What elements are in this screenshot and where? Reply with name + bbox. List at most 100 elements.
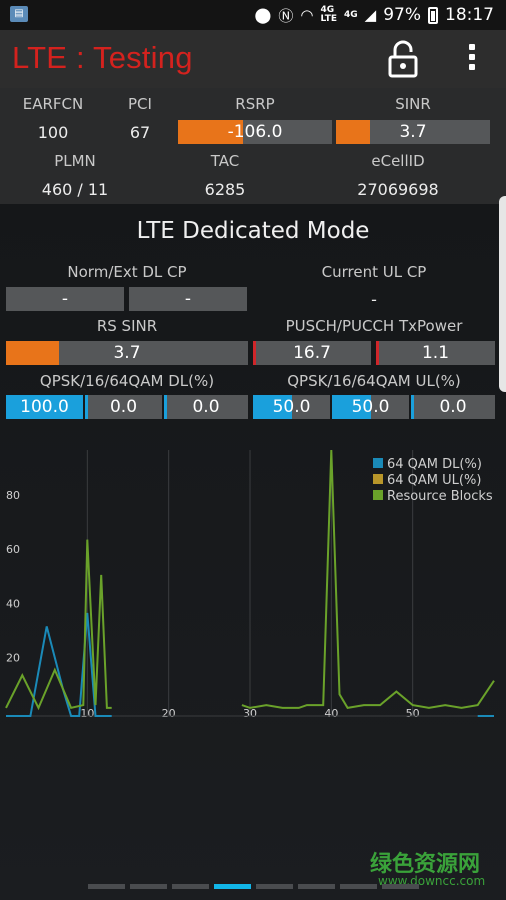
pusch-value: 16.7 — [293, 343, 331, 363]
menu-dot-icon — [469, 64, 475, 70]
edge-panel-handle[interactable] — [499, 196, 506, 392]
tac-label: TAC — [210, 152, 240, 170]
series-line-2 — [241, 449, 495, 710]
status-bar: ▤ ⬤ Ⓝ ◠ 4G LTE 4G ◢ 97% 18:17 — [0, 0, 506, 30]
qam-dl-label: QPSK/16/64QAM DL(%) — [39, 372, 215, 390]
plmn-label: PLMN — [54, 152, 96, 170]
page-dot[interactable] — [214, 884, 251, 889]
overflow-menu-button[interactable] — [462, 44, 482, 74]
page-dot[interactable] — [130, 884, 167, 889]
battery-icon — [428, 6, 438, 24]
dl-cp-value-b: - — [184, 289, 192, 309]
ecellid-value: 27069698 — [357, 180, 439, 199]
dl-cp-label: Norm/Ext DL CP — [67, 263, 187, 281]
page-dot[interactable] — [172, 884, 209, 889]
menu-dot-icon — [469, 54, 475, 60]
x-tick-label: 20 — [162, 707, 176, 720]
qpsk-dl-bar: 100.0 — [6, 395, 83, 419]
rs-sinr-value: 3.7 — [113, 343, 141, 363]
qam64-ul-fill — [411, 395, 414, 419]
sinr-label: SINR — [395, 95, 431, 113]
rs-sinr-label: RS SINR — [96, 317, 158, 335]
mode-title: LTE Dedicated Mode — [136, 218, 370, 244]
x-tick-label: 30 — [243, 707, 257, 720]
rsrp-bar-fill — [178, 120, 243, 144]
y-tick-label: 20 — [6, 652, 20, 665]
status-icons: ⬤ Ⓝ ◠ 4G LTE 4G ◢ 97% 18:17 — [255, 4, 494, 26]
rsrp-label: RSRP — [235, 95, 275, 113]
wifi-icon: ◠ — [300, 6, 314, 24]
ul-cp-value: - — [371, 290, 377, 309]
txpower-label: PUSCH/PUCCH TxPower — [285, 317, 463, 335]
pusch-bar-marker — [253, 341, 256, 365]
page-dot[interactable] — [256, 884, 293, 889]
series-line-0 — [6, 612, 112, 717]
x-tick-label: 50 — [406, 707, 420, 720]
qam16-dl-bar: 0.0 — [85, 395, 162, 419]
legend-entry: 64 QAM DL(%) — [387, 457, 482, 472]
x-tick-label: 10 — [80, 707, 94, 720]
dl-cp-bar-b: - — [129, 287, 247, 311]
qpsk-ul-value: 50.0 — [272, 397, 311, 417]
qam64-dl-fill — [164, 395, 167, 419]
rs-sinr-bar-fill — [6, 341, 60, 365]
qam16-dl-value: 0.0 — [109, 397, 138, 417]
clock: 18:17 — [445, 5, 494, 25]
qpsk-ul-bar: 50.0 — [253, 395, 330, 419]
series-line-2 — [5, 539, 112, 711]
rsrp-value: -106.0 — [227, 122, 283, 142]
qpsk-dl-fill — [6, 395, 83, 419]
qam64-ul-value: 0.0 — [439, 397, 467, 417]
rsrp-bar: -106.0 — [178, 120, 332, 144]
qpsk-dl-value: 100.0 — [20, 397, 69, 417]
menu-dot-icon — [469, 44, 475, 50]
page-dot[interactable] — [298, 884, 335, 889]
cell-info-panel — [0, 88, 506, 204]
x-tick-label: 40 — [324, 707, 338, 720]
legend-entry: Resource Blocks — [387, 489, 493, 504]
y-tick-label: 40 — [6, 597, 20, 610]
qam16-dl-fill — [85, 395, 88, 419]
battery-percent: 97% — [383, 5, 421, 25]
dl-cp-bar-a: - — [6, 287, 124, 311]
unlock-button[interactable] — [386, 40, 420, 78]
earfcn-value: 100 — [37, 123, 69, 142]
dl-cp-value-a: - — [61, 289, 69, 309]
legend-swatch — [373, 458, 383, 468]
network-type: 4G LTE — [320, 5, 337, 24]
qam16-ul-bar: 50.0 — [332, 395, 409, 419]
pci-label: PCI — [128, 95, 152, 113]
qam64-dl-value: 0.0 — [192, 397, 220, 417]
sinr-value: 3.7 — [399, 122, 427, 142]
page-dot[interactable] — [340, 884, 377, 889]
tac-value: 6285 — [204, 180, 246, 199]
network-4g-label: 4G — [344, 9, 358, 20]
page-dot[interactable] — [88, 884, 125, 889]
legend-swatch — [373, 490, 383, 500]
nfc-icon: Ⓝ — [278, 6, 294, 25]
y-tick-label: 60 — [6, 543, 20, 556]
qam16-ul-value: 50.0 — [351, 397, 390, 417]
sinr-bar-fill — [336, 120, 370, 144]
dedicated-mode-panel — [0, 204, 506, 900]
earfcn-label: EARFCN — [22, 95, 84, 113]
rs-sinr-bar: 3.7 — [6, 341, 248, 365]
pucch-bar: 1.1 — [376, 341, 495, 365]
app-notification-icon: ▤ — [10, 6, 28, 22]
qpsk-ul-fill — [253, 395, 292, 419]
page-dot[interactable] — [382, 884, 419, 889]
qam64-ul-bar: 0.0 — [411, 395, 495, 419]
pucch-value: 1.1 — [421, 343, 450, 363]
y-tick-label: 80 — [6, 489, 20, 502]
sinr-bar: 3.7 — [336, 120, 490, 144]
qam64-dl-bar: 0.0 — [164, 395, 248, 419]
location-icon: ⬤ — [254, 6, 272, 24]
qam-ul-label: QPSK/16/64QAM UL(%) — [287, 372, 461, 390]
pusch-bar: 16.7 — [253, 341, 371, 365]
app-title: LTE : Testing — [12, 40, 193, 75]
watermark-text: 绿色资源网 — [370, 852, 481, 877]
plmn-value: 460 / 11 — [41, 180, 109, 199]
ul-cp-label: Current UL CP — [321, 263, 427, 281]
qam16-ul-fill — [332, 395, 371, 419]
throughput-chart: 10 20 30 40 50 20 40 60 80 64 QAM DL(%)64 QAM UL(… — [5, 449, 495, 720]
